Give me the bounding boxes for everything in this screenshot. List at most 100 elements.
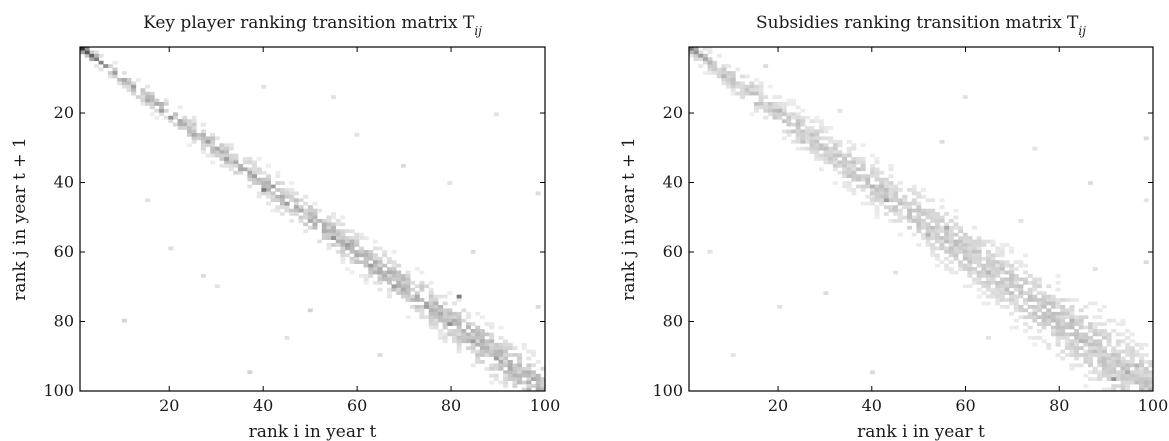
heatmap-cell	[410, 280, 416, 285]
heatmap-cell	[340, 256, 346, 261]
heatmap-cell	[869, 170, 875, 175]
heatmap-cell	[897, 232, 903, 237]
heatmap-cell	[1064, 298, 1070, 302]
heatmap-cell	[981, 263, 987, 268]
heatmap-cell	[1115, 373, 1121, 378]
heatmap-cell	[107, 74, 113, 79]
heatmap-cell	[1111, 384, 1117, 388]
heatmap-cell	[1009, 263, 1015, 268]
heatmap-cell	[921, 194, 926, 199]
heatmap-cell	[326, 222, 332, 227]
heatmap-cell	[438, 305, 443, 309]
heatmap-cell	[1074, 342, 1080, 347]
heatmap-cell	[1092, 346, 1098, 351]
heatmap-cell	[786, 115, 792, 120]
heatmap-cell	[1143, 384, 1149, 388]
heatmap-cell	[182, 119, 188, 123]
heatmap-cell	[832, 153, 838, 158]
heatmap-cell	[145, 198, 151, 203]
heatmap-cell	[191, 129, 197, 134]
heatmap-cell	[1097, 373, 1103, 378]
heatmap-cell	[503, 339, 509, 344]
heatmap-cell	[930, 229, 936, 234]
heatmap-cell	[377, 260, 383, 265]
heatmap-cell	[377, 270, 383, 275]
heatmap-cell	[196, 133, 202, 137]
heatmap-cell	[359, 260, 364, 265]
heatmap-cell	[805, 129, 810, 134]
heatmap-cell	[976, 277, 982, 282]
heatmap-cell	[818, 129, 824, 134]
heatmap-cell	[368, 274, 374, 278]
heatmap-cell	[1092, 267, 1098, 271]
heatmap-cell	[489, 339, 495, 344]
heatmap-cell	[1046, 301, 1052, 306]
heatmap-cell	[535, 377, 541, 381]
heatmap-cell	[145, 95, 151, 99]
heatmap-cell	[479, 329, 485, 333]
heatmap-cell	[879, 184, 885, 189]
heatmap-cell	[911, 232, 917, 237]
heatmap-cell	[1106, 353, 1112, 357]
heatmap-cell	[200, 133, 206, 137]
heatmap-cell	[1111, 356, 1117, 361]
heatmap-cell	[1101, 305, 1107, 309]
heatmap-cell	[312, 201, 318, 206]
heatmap-cell	[205, 136, 211, 141]
heatmap-cell	[1055, 301, 1061, 306]
heatmap-cell	[354, 253, 360, 258]
heatmap-cell	[999, 298, 1005, 302]
heatmap-cell	[424, 284, 430, 289]
heatmap-cell	[191, 119, 197, 123]
heatmap-cell	[1004, 270, 1010, 275]
heatmap-cell	[953, 208, 959, 213]
heatmap-cell	[1092, 377, 1098, 381]
heatmap-cell	[224, 146, 230, 151]
heatmap-cell	[1088, 353, 1093, 357]
heatmap-cell	[177, 105, 183, 110]
heatmap-cell	[438, 311, 443, 316]
heatmap-cell	[911, 201, 917, 206]
heatmap-cell	[275, 188, 281, 192]
heatmap-cell	[1134, 380, 1140, 385]
heatmap-cell	[326, 225, 332, 230]
heatmap-cell	[791, 129, 797, 134]
heatmap-cell	[781, 136, 787, 141]
heatmap-cell	[795, 105, 801, 110]
heatmap-cell	[1074, 346, 1080, 351]
heatmap-cell	[883, 184, 889, 189]
heatmap-cell	[1055, 335, 1061, 340]
heatmap-cell	[335, 249, 341, 254]
heatmap-cell	[874, 157, 880, 161]
heatmap-cells	[689, 47, 1154, 392]
heatmap-cell	[307, 308, 313, 313]
y-tick-label: 20	[663, 103, 683, 122]
chart-title: Subsidies ranking transition matrix Tij	[756, 13, 1086, 38]
heatmap-cell	[753, 84, 759, 89]
heatmap-cell	[489, 380, 495, 385]
heatmap-cell	[972, 277, 977, 282]
heatmap-cell	[470, 342, 476, 347]
heatmap-cell	[846, 174, 852, 179]
heatmap-cell	[860, 184, 866, 189]
heatmap-cell	[981, 256, 987, 261]
heatmap-cell	[967, 239, 973, 244]
heatmap-cell	[493, 377, 499, 381]
heatmap-cell	[470, 329, 476, 333]
heatmap-cell	[1129, 346, 1135, 351]
heatmap-cell	[1013, 325, 1019, 330]
x-tick-label: 20	[159, 396, 179, 415]
heatmap-cell	[777, 108, 783, 113]
heatmap-cell	[382, 263, 388, 268]
heatmap-cell	[1111, 363, 1117, 368]
heatmap-cell	[837, 170, 843, 175]
heatmap-cell	[1078, 353, 1084, 357]
heatmap-cell	[307, 215, 313, 220]
heatmap-cell	[410, 294, 416, 299]
heatmap-cell	[447, 315, 453, 320]
heatmap-cell	[1018, 315, 1024, 320]
heatmap-cell	[540, 387, 546, 392]
heatmap-cell	[869, 163, 875, 168]
